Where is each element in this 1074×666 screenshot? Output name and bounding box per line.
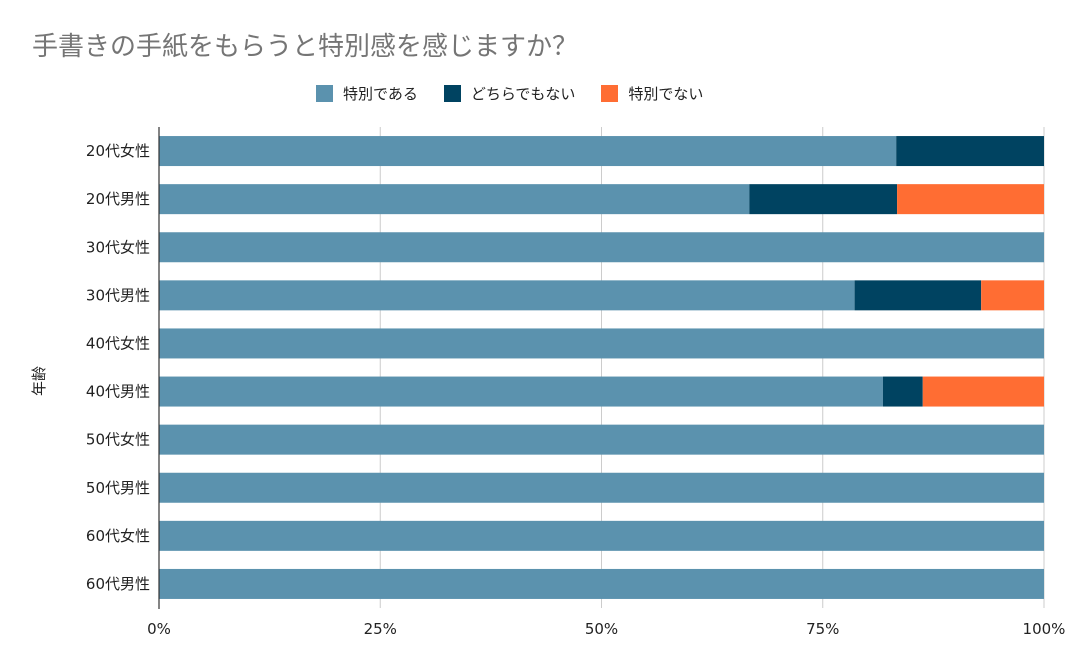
y-tick-label: 40代女性 (86, 334, 150, 352)
bar-segment (922, 376, 1044, 407)
legend-item-neutral: どちらでもない (443, 83, 576, 104)
y-tick-label: 20代男性 (86, 190, 150, 208)
y-axis-label: 年齢 (30, 366, 48, 396)
y-tick-label: 60代男性 (86, 575, 150, 593)
y-tick-label: 40代男性 (86, 383, 150, 401)
legend-label-neutral: どちらでもない (470, 84, 576, 103)
x-tick-label: 50% (585, 620, 618, 638)
bar-segment (159, 472, 1044, 503)
y-tick-label: 30代男性 (86, 286, 150, 304)
legend-item-not-special: 特別でない (601, 83, 703, 104)
bar-segment (896, 136, 1044, 167)
legend-swatch-not-special (601, 84, 619, 102)
bar-segment (981, 280, 1044, 311)
bar-segment (159, 328, 1044, 359)
legend-item-special: 特別である (316, 83, 418, 104)
bar-segment (159, 568, 1044, 599)
bar-segment (882, 376, 923, 407)
x-tick-label: 100% (1023, 620, 1066, 638)
y-tick-label: 30代女性 (86, 238, 150, 256)
bar-segment (159, 232, 1044, 263)
legend-swatch-neutral (443, 84, 461, 102)
bar-segment (159, 520, 1044, 551)
y-tick-label: 60代女性 (86, 527, 150, 545)
bar-segment (159, 424, 1044, 455)
bars (159, 136, 1044, 599)
legend-label-special: 特別である (343, 84, 418, 103)
y-tick-label: 20代女性 (86, 142, 150, 160)
bar-segment (159, 280, 855, 311)
x-tick-label: 0% (147, 620, 171, 638)
legend-swatch-special (316, 84, 333, 102)
bar-segment (159, 136, 897, 167)
x-tick-label: 75% (806, 620, 839, 638)
bar-segment (749, 184, 898, 215)
y-tick-label: 50代女性 (86, 431, 150, 449)
y-tick-label: 50代男性 (86, 479, 150, 497)
axes: 0% 25% 50% 75% 100% 20代女性 20代男性 30代女性 30代男性 40代女性… (86, 127, 1066, 638)
bar-segment (854, 280, 982, 311)
bar-segment (159, 184, 750, 215)
x-tick-label: 25% (364, 620, 397, 638)
bar-segment (159, 376, 883, 407)
chart-title: 手書きの手紙をもらうと特別感を感じますか？ (32, 32, 579, 62)
legend-label-not-special: 特別でない (628, 84, 704, 103)
bar-segment (897, 184, 1044, 215)
legend: 特別である どちらでもない 特別でない (316, 82, 729, 104)
